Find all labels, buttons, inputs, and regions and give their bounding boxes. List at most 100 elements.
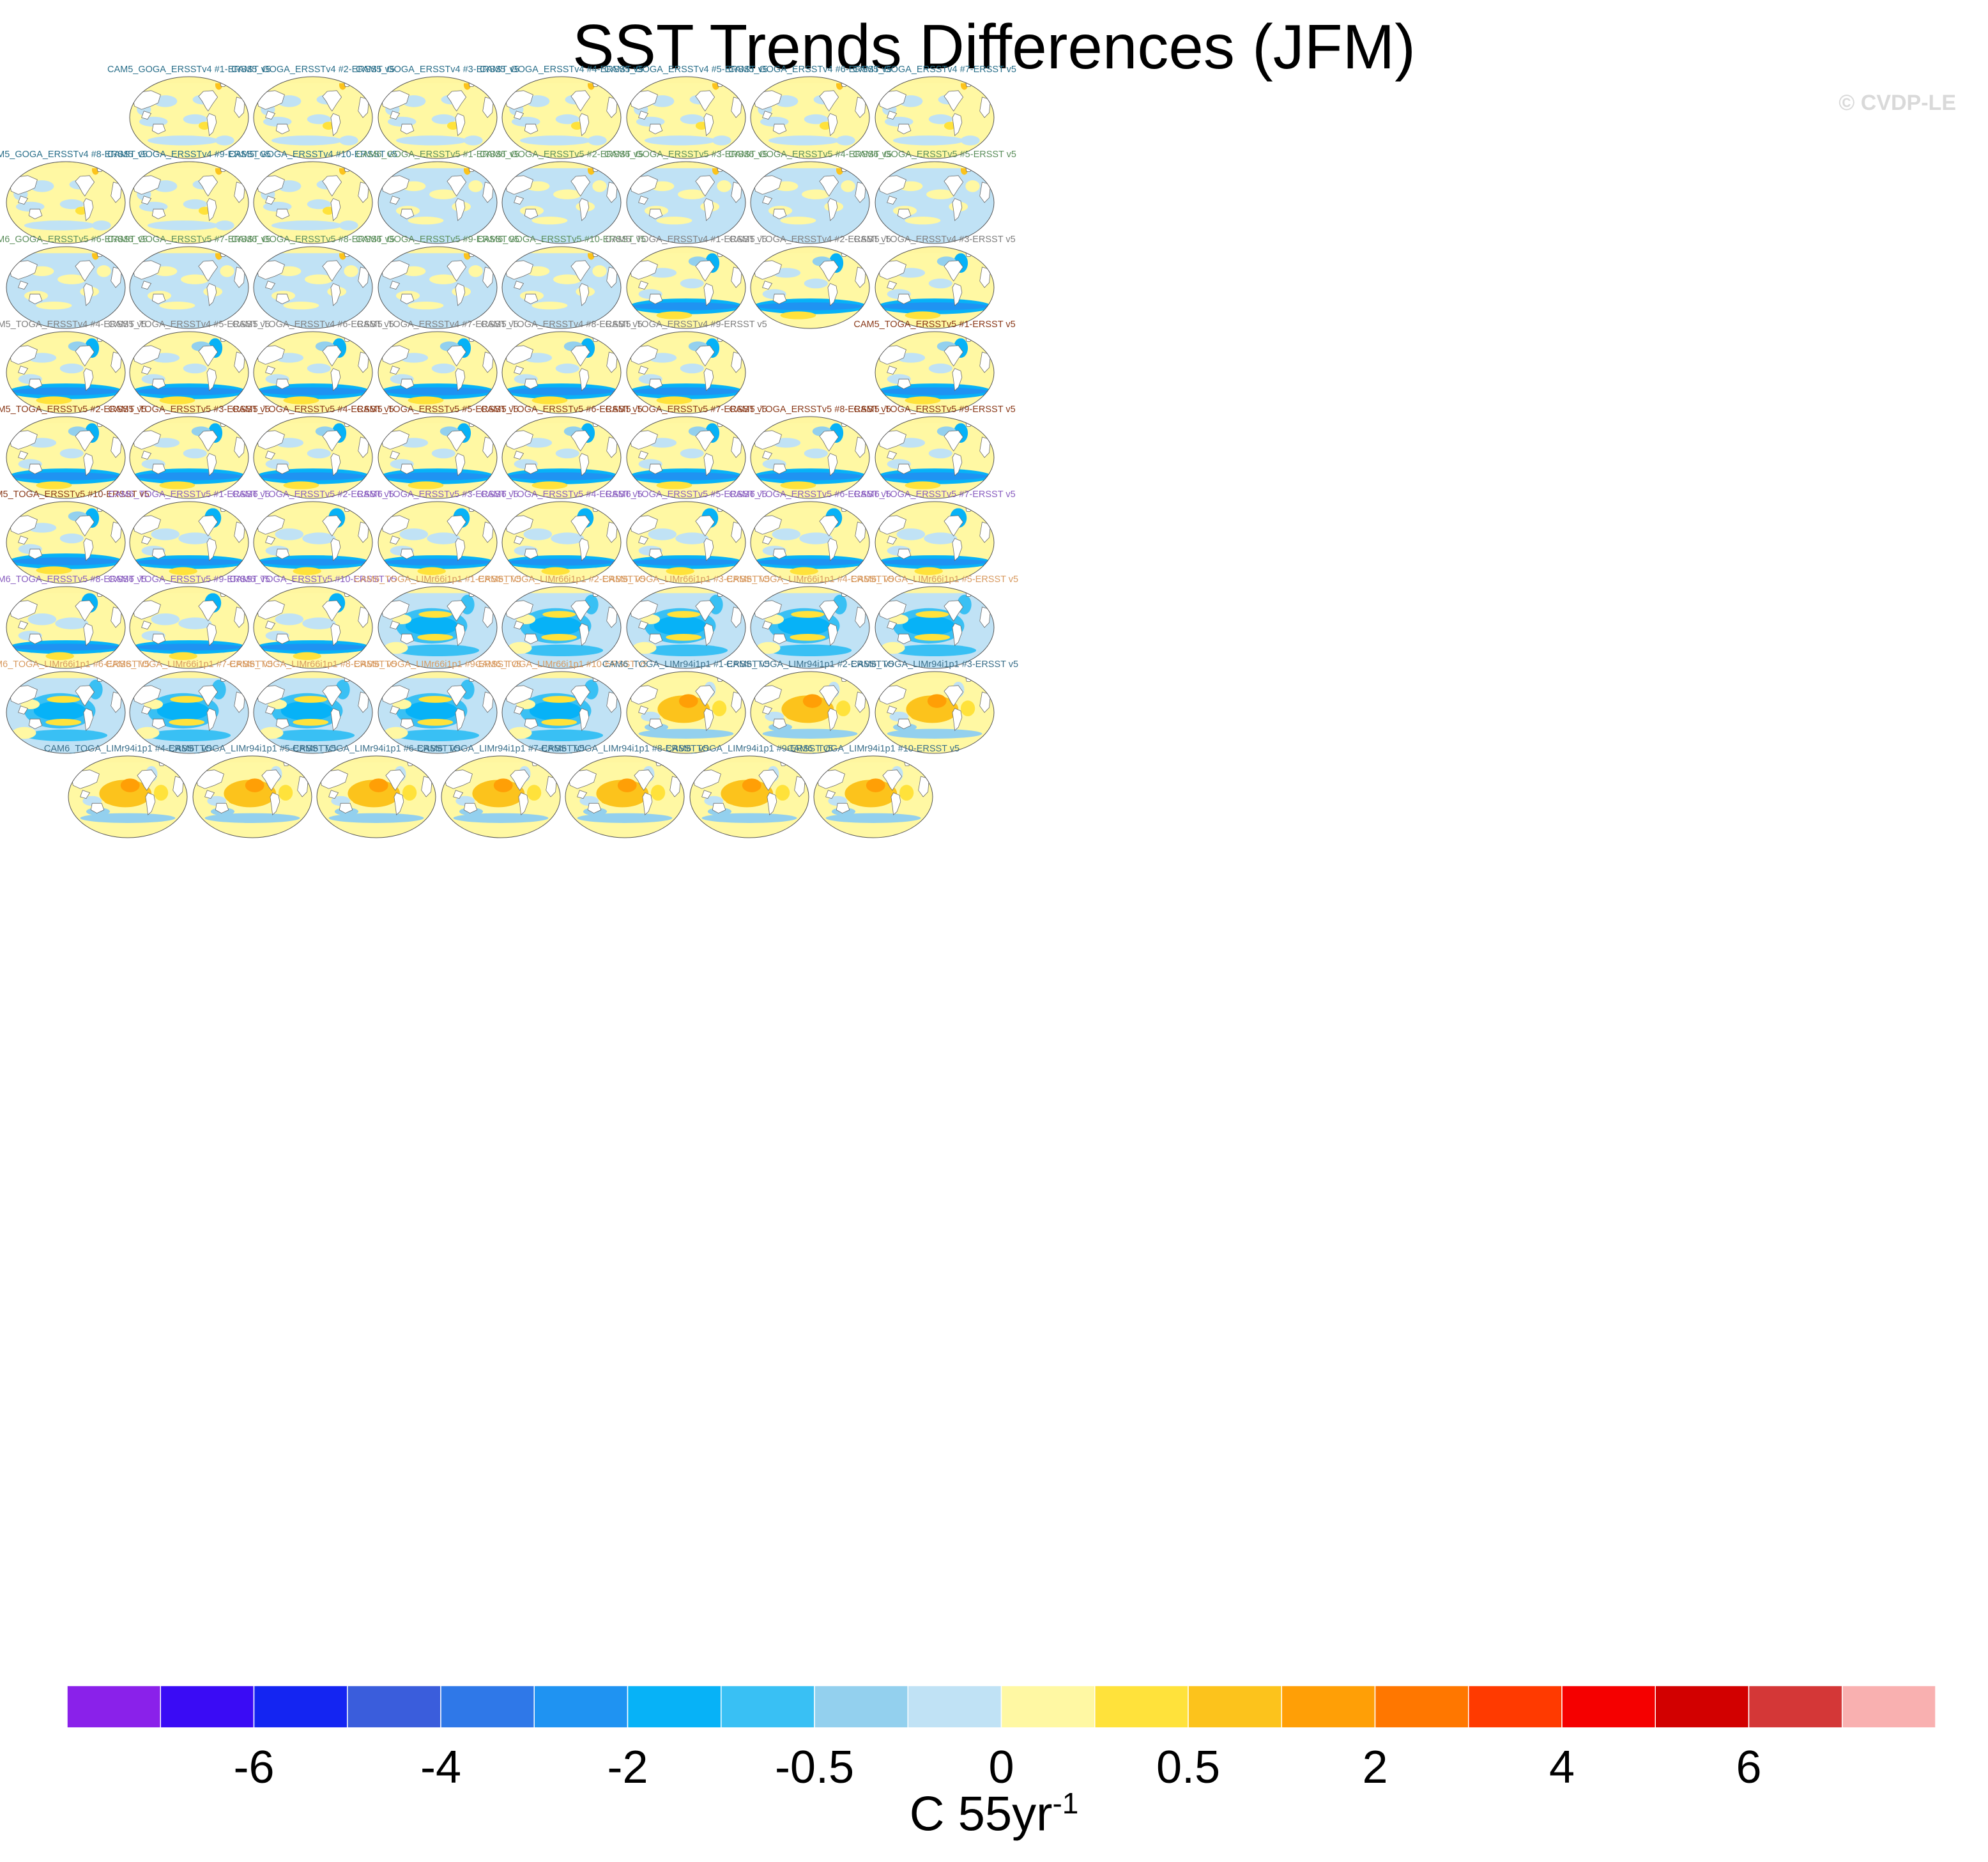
land-mass — [762, 535, 773, 545]
land-mass — [400, 463, 415, 475]
map-border — [378, 246, 498, 329]
panel-title: CAM6_GOGA_ERSSTv5 #4-ERSST v5 — [728, 150, 892, 160]
trend-contour — [178, 532, 212, 544]
land-mass — [944, 430, 964, 452]
map-panel: CAM6_GOGA_ERSSTv5 #6-ERSST v5 — [0, 235, 148, 329]
trend-contour — [408, 217, 444, 225]
land-mass — [83, 198, 94, 222]
land-mass — [944, 90, 964, 112]
trend-contour — [75, 206, 88, 215]
map-border — [441, 755, 561, 838]
trend-contour — [791, 611, 825, 618]
trend-contour — [463, 135, 483, 146]
panel-title: CAM6_GOGA_ERSSTv5 #5-ERSST v5 — [853, 150, 1016, 160]
trend-contour — [180, 274, 210, 284]
trend-contour — [508, 642, 532, 654]
map-panel: CAM6_TOGA_ERSSTv5 #1-ERSST v5 — [108, 489, 270, 584]
trend-contour — [508, 387, 615, 396]
land-mass — [819, 515, 839, 537]
trend-contour — [59, 199, 84, 210]
land-mass — [198, 685, 218, 707]
trend-contour — [405, 616, 458, 636]
trend-contour — [159, 396, 195, 404]
map-border — [501, 586, 622, 669]
land-mass — [819, 600, 839, 622]
land-mass — [819, 260, 839, 282]
map-background — [502, 247, 621, 328]
map-panel: CAM6_GOGA_ERSSTv5 #3-ERSST v5 — [604, 150, 768, 244]
map-border — [626, 161, 746, 244]
land-mass — [514, 196, 524, 205]
panel-title: CAM5_GOGA_ERSSTv4 #6-ERSST v5 — [728, 65, 892, 75]
polar-cap — [565, 756, 684, 763]
land-mass — [897, 463, 912, 475]
trend-contour — [477, 796, 513, 806]
land-mass — [330, 283, 341, 307]
map-panel: CAM6_TOGA_LIMr94i1p1 #3-ERSST v5 — [851, 659, 1018, 754]
polar-cap — [875, 77, 994, 84]
polar-cap — [502, 502, 621, 509]
map-panel: CAM6_GOGA_ERSSTv5 #8-ERSST v5 — [231, 235, 395, 329]
trend-contour — [417, 567, 447, 575]
polar-cap — [130, 77, 249, 84]
land-mass — [701, 790, 712, 799]
map-border — [501, 161, 622, 244]
polar-cap — [254, 77, 372, 84]
land-mass — [648, 718, 663, 730]
polar-cap — [254, 587, 372, 594]
map-border — [813, 755, 933, 838]
map-panel: CAM6_GOGA_ERSSTv5 #4-ERSST v5 — [728, 150, 892, 244]
polar-cap — [751, 247, 869, 254]
polar-cap — [254, 247, 372, 254]
trend-contour — [836, 135, 855, 146]
panel-title: CAM6_TOGA_LIMr94i1p1 #2-ERSST v5 — [726, 659, 894, 670]
land-mass — [570, 430, 591, 452]
land-mass — [198, 430, 218, 452]
trend-contour — [12, 727, 36, 739]
land-mass — [772, 633, 787, 645]
land-mass — [83, 708, 94, 732]
trend-contour — [12, 643, 119, 651]
trend-contour — [47, 696, 80, 703]
panel-title: CAM6_TOGA_LIMr94i1p1 #10-ERSST v5 — [787, 744, 960, 754]
land-mass — [579, 283, 590, 307]
map-panel: CAM6_TOGA_LIMr94i1p1 #7-ERSST v5 — [417, 744, 585, 838]
land-mass — [261, 769, 282, 791]
land-mass — [275, 633, 290, 645]
land-mass — [695, 345, 715, 367]
trend-contour — [147, 135, 219, 146]
trend-contour — [742, 778, 761, 792]
land-mass — [322, 345, 342, 367]
panel-title: CAM6_TOGA_ERSSTv5 #10-ERSST v5 — [229, 574, 396, 585]
trend-contour — [307, 448, 331, 459]
trend-contour — [960, 135, 980, 146]
trend-contour — [402, 785, 417, 801]
trend-contour — [780, 217, 816, 225]
land-mass — [275, 123, 290, 135]
polar-cap — [502, 77, 621, 84]
map-panel: CAM5_TOGA_ERSSTv5 #2-ERSST v5 — [0, 404, 147, 499]
land-mass — [75, 685, 95, 707]
land-mass — [952, 453, 963, 477]
map-panel: CAM6_TOGA_ERSSTv5 #5-ERSST v5 — [605, 489, 767, 584]
trend-contour — [712, 135, 731, 146]
trend-contour — [960, 700, 975, 716]
map-border — [626, 76, 746, 159]
map-border — [129, 161, 249, 244]
land-mass — [827, 708, 838, 732]
land-mass — [944, 685, 964, 707]
land-mass — [703, 198, 714, 222]
land-mass — [275, 548, 290, 560]
trend-contour — [431, 448, 455, 459]
land-mass — [400, 548, 415, 560]
panel-title: CAM6_TOGA_LIMr94i1p1 #4-ERSST v5 — [44, 744, 211, 754]
trend-contour — [519, 644, 604, 657]
panel-title: CAM6_TOGA_LIMr94i1p1 #9-ERSST v5 — [666, 744, 833, 754]
land-mass — [836, 803, 850, 814]
map-panel: CAM6_TOGA_LIMr66i1p1 #10-ERSST v5 — [475, 659, 648, 754]
panel-title: CAM5_TOGA_ERSSTv5 #3-ERSST v5 — [108, 404, 270, 415]
trend-contour — [120, 778, 140, 792]
land-mass — [577, 790, 588, 799]
land-mass — [887, 111, 898, 120]
land-mass — [524, 548, 539, 560]
